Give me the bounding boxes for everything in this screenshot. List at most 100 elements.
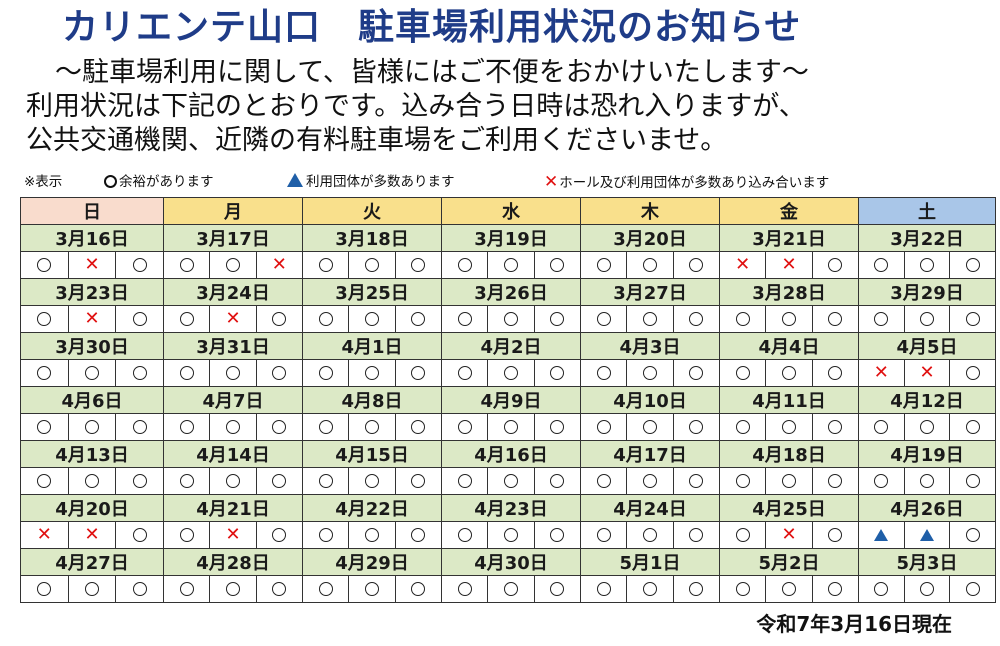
status-cell — [20, 413, 164, 441]
date-cell: 3月26日 — [441, 278, 581, 306]
time-slots: ✕ — [164, 306, 302, 332]
time-slot — [164, 306, 211, 332]
date-cell: 3月29日 — [858, 278, 996, 306]
circle-icon — [596, 258, 611, 272]
time-slot — [813, 576, 858, 602]
status-row: ✕ ✕ — [20, 305, 996, 333]
time-slot — [396, 252, 441, 278]
circle-icon — [642, 528, 657, 542]
time-slot — [164, 522, 211, 548]
time-slots — [720, 360, 858, 386]
time-slots — [859, 414, 995, 440]
time-slot — [21, 252, 69, 278]
date-cell: 5月1日 — [580, 548, 720, 576]
circle-icon — [318, 474, 333, 488]
circle-icon — [920, 312, 934, 326]
time-slots — [581, 468, 719, 494]
intro-line-3: 公共交通機関、近隣の有料駐車場をご利用くださいませ。 — [26, 125, 728, 156]
status-cell — [719, 575, 859, 603]
circle-icon — [642, 258, 657, 272]
time-slot — [257, 414, 302, 440]
circle-icon — [364, 258, 379, 272]
time-slot — [581, 252, 628, 278]
date-cell: 4月29日 — [302, 548, 442, 576]
time-slot — [950, 306, 995, 332]
time-slots — [303, 306, 441, 332]
triangle-icon — [920, 529, 934, 541]
circle-icon — [965, 420, 980, 434]
time-slot — [535, 252, 580, 278]
circle-icon — [596, 582, 611, 596]
circle-icon — [550, 474, 565, 488]
circle-icon — [457, 420, 472, 434]
circle-icon — [457, 258, 472, 272]
status-cell — [580, 467, 720, 495]
status-row: ✕ ✕ ✕ ✕ — [20, 251, 996, 279]
time-slot — [488, 522, 535, 548]
circle-icon — [318, 312, 333, 326]
time-slot — [257, 360, 302, 386]
circle-icon — [828, 258, 843, 272]
time-slots — [21, 576, 163, 602]
date-cell: 3月25日 — [302, 278, 442, 306]
time-slot — [349, 522, 396, 548]
date-cell: 4月23日 — [441, 494, 581, 522]
circle-icon — [411, 420, 426, 434]
status-cell — [858, 521, 996, 549]
circle-icon — [920, 420, 934, 434]
date-cell: 4月2日 — [441, 332, 581, 360]
time-slot — [813, 360, 858, 386]
time-slots — [303, 576, 441, 602]
time-slot — [581, 522, 628, 548]
circle-icon — [457, 582, 472, 596]
time-slots — [164, 468, 302, 494]
time-slot — [581, 360, 628, 386]
time-slot — [303, 252, 350, 278]
time-slot — [627, 468, 674, 494]
weekday-sunday: 日 — [20, 197, 164, 225]
time-slot — [627, 522, 674, 548]
time-slots — [303, 522, 441, 548]
time-slot — [396, 522, 441, 548]
time-slots — [720, 414, 858, 440]
date-cell: 3月23日 — [20, 278, 164, 306]
date-cell: 4月5日 — [858, 332, 996, 360]
time-slot: ✕ — [21, 522, 69, 548]
time-slot — [349, 576, 396, 602]
status-cell — [163, 413, 303, 441]
time-slot — [720, 414, 767, 440]
circle-icon — [225, 420, 240, 434]
time-slot — [720, 306, 767, 332]
circle-icon — [781, 420, 796, 434]
circle-icon — [179, 474, 194, 488]
time-slot — [442, 468, 489, 494]
circle-icon — [828, 582, 843, 596]
date-row: 4月6日 4月7日 4月8日 4月9日 4月10日 4月11日 4月12日 — [20, 386, 996, 414]
time-slot — [349, 468, 396, 494]
legend-crowded: ✕ホール及び利用団体が多数あり込み合います — [544, 172, 829, 193]
time-slot — [164, 360, 211, 386]
circle-icon — [920, 474, 934, 488]
time-slot — [627, 306, 674, 332]
time-slot — [859, 522, 905, 548]
weekday-friday: 金 — [719, 197, 859, 225]
time-slot — [627, 252, 674, 278]
time-slots: ✕ — [720, 522, 858, 548]
date-cell: 3月16日 — [20, 224, 164, 252]
time-slots — [581, 306, 719, 332]
circle-icon — [411, 258, 426, 272]
time-slot — [581, 576, 628, 602]
circle-icon — [781, 312, 796, 326]
circle-icon — [550, 582, 565, 596]
time-slots — [442, 468, 580, 494]
circle-icon — [503, 312, 518, 326]
circle-icon — [457, 528, 472, 542]
circle-icon — [874, 312, 889, 326]
time-slot — [627, 360, 674, 386]
status-cell — [441, 359, 581, 387]
circle-icon — [85, 420, 99, 434]
date-cell: 4月24日 — [580, 494, 720, 522]
date-cell: 4月22日 — [302, 494, 442, 522]
date-cell: 4月10日 — [580, 386, 720, 414]
date-cell: 3月31日 — [163, 332, 303, 360]
